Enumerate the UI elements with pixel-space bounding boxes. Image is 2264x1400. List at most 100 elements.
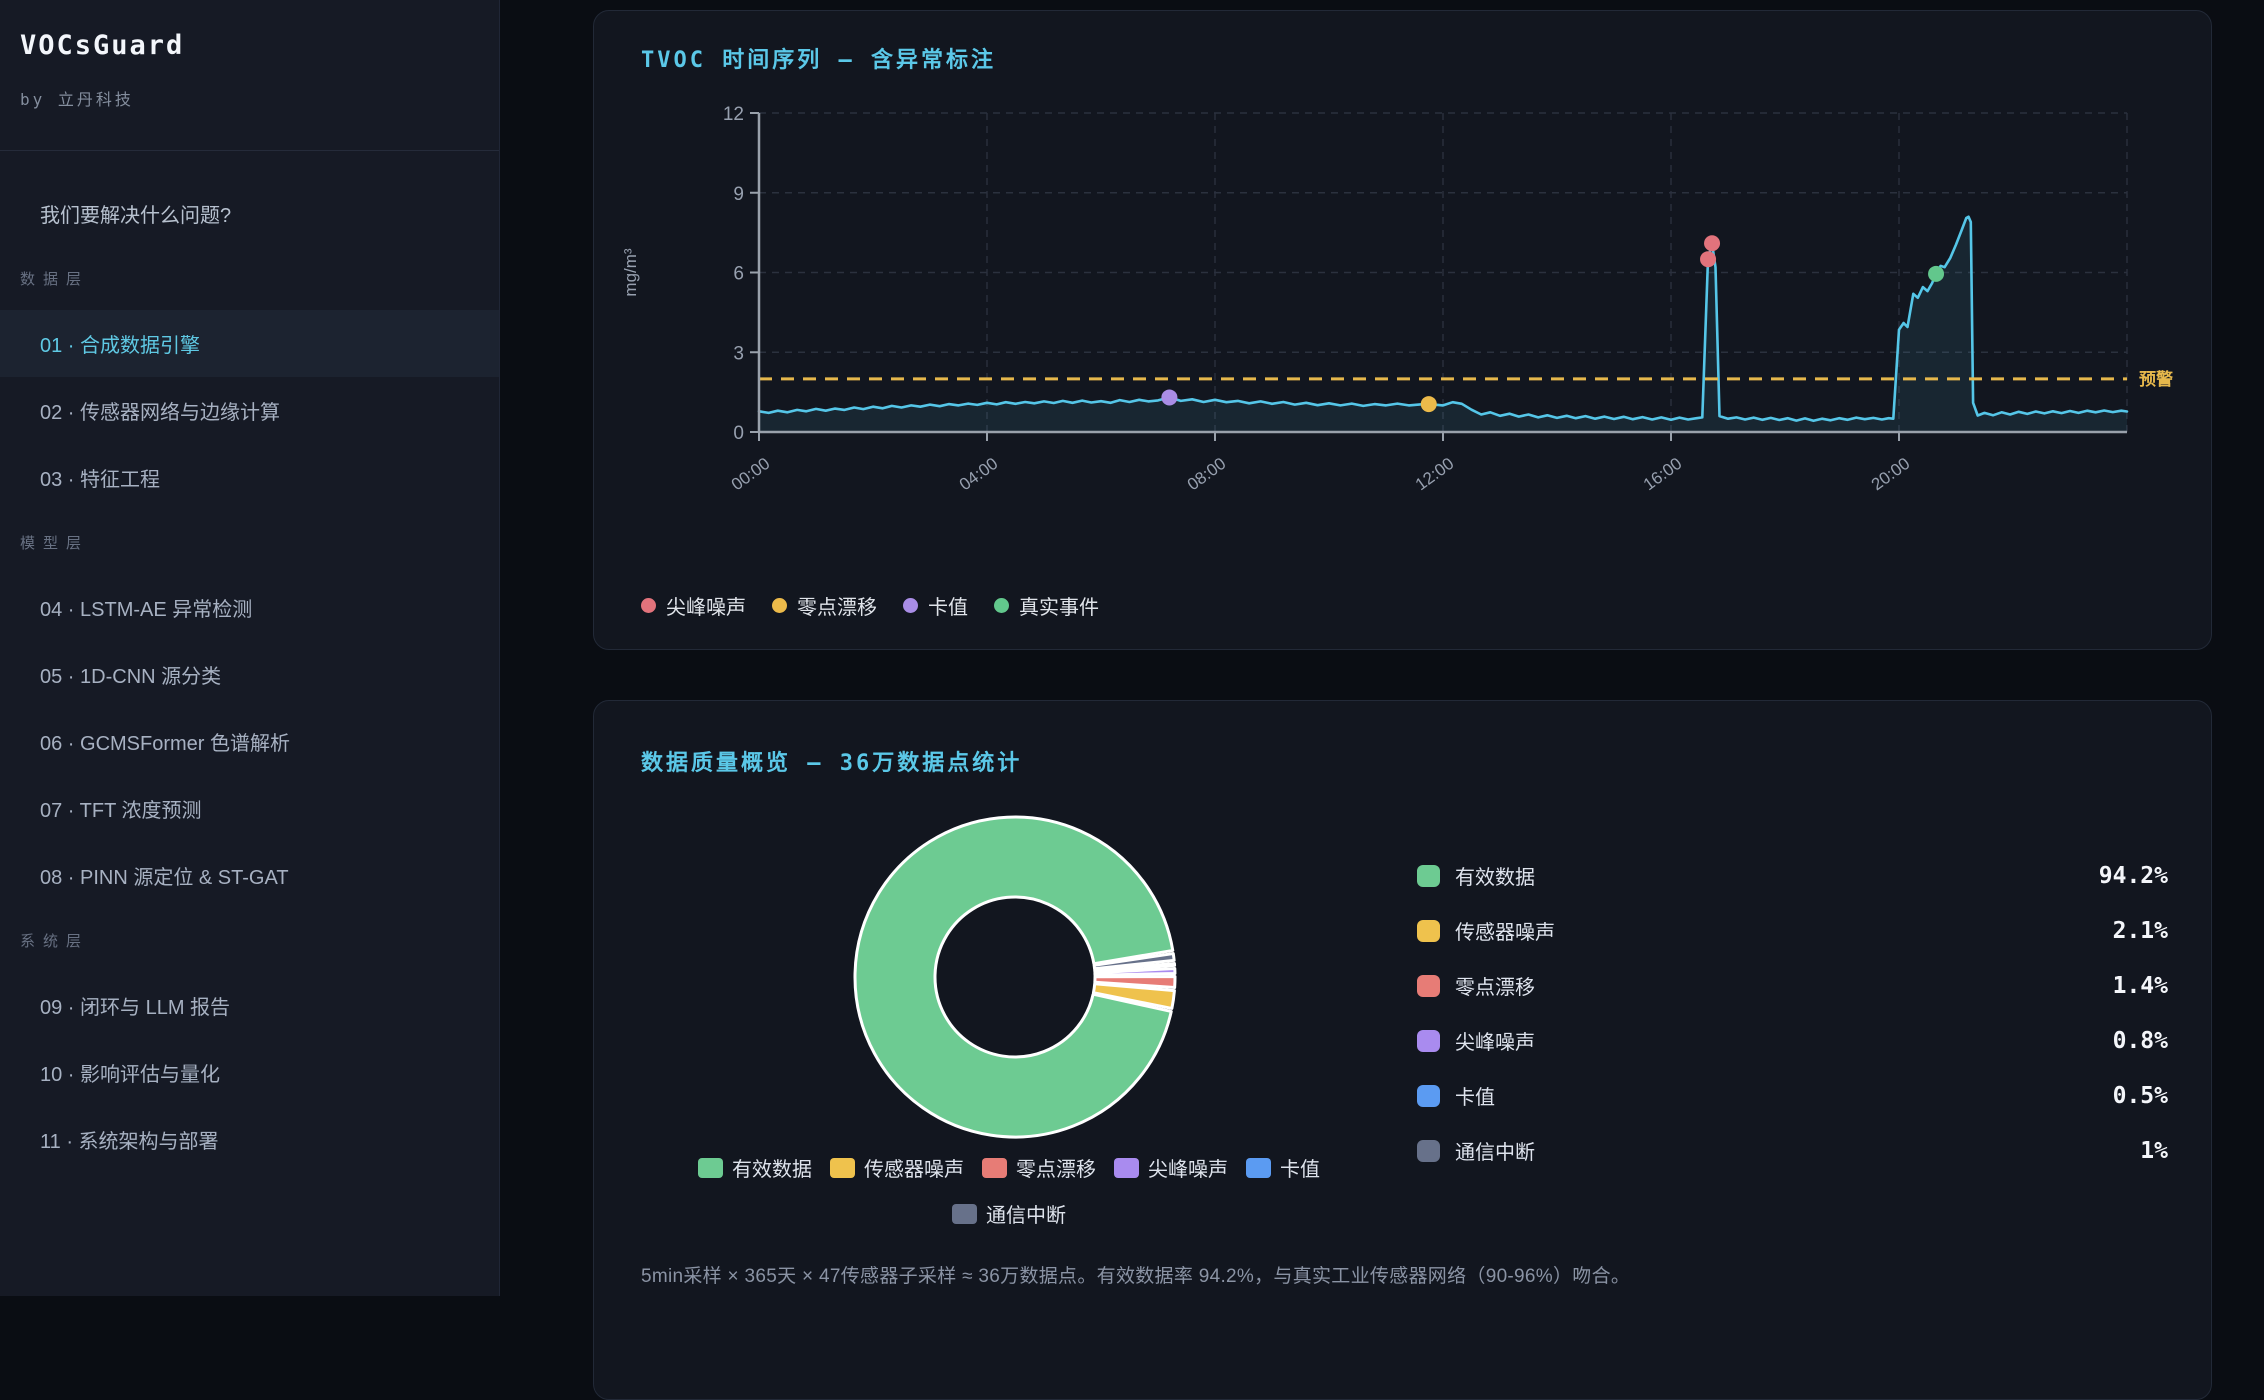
donut-slice-5 <box>1093 961 1177 973</box>
sidebar-item-3-2[interactable]: 10 · 影响评估与量化 <box>40 1064 221 1086</box>
anomaly-markers <box>1161 235 1945 413</box>
sidebar-item-2-3[interactable]: 06 · GCMSFormer 色谱解析 <box>40 733 291 755</box>
sidebar-item-2-1[interactable]: 04 · LSTM-AE 异常检测 <box>40 599 253 621</box>
x-tick-label: 20:00 <box>1868 454 1914 494</box>
app-byline: by 立丹科技 <box>20 90 134 109</box>
x-tick-label: 12:00 <box>1412 454 1458 494</box>
app-title: VOCsGuard <box>20 30 185 61</box>
donut-legend-label: 尖峰噪声 <box>1148 1159 1228 1181</box>
sidebar-item-2-5[interactable]: 08 · PINN 源定位 & ST-GAT <box>40 867 289 889</box>
stat-label: 尖峰噪声 <box>1455 1032 1535 1054</box>
legend-swatch-icon <box>952 1203 977 1224</box>
stat-value: 0.8% <box>2112 1027 2168 1054</box>
stat-row: 零点漂移 1.4% <box>1417 958 2168 1013</box>
sidebar-section-label: 模型层 <box>20 535 90 552</box>
stat-value: 1% <box>2140 1137 2168 1164</box>
sidebar-item-1-2[interactable]: 02 · 传感器网络与边缘计算 <box>40 402 281 424</box>
sidebar-item-2-2[interactable]: 05 · 1D-CNN 源分类 <box>40 666 222 688</box>
legend-swatch-icon <box>1114 1157 1139 1178</box>
donut-legend: 有效数据 传感器噪声 零点漂移 尖峰噪声 卡值通信中断 <box>604 1153 1414 1245</box>
sidebar-section-label: 系统层 <box>20 933 90 950</box>
legend-label: 真实事件 <box>1019 597 1099 619</box>
stat-label: 通信中断 <box>1455 1142 1535 1164</box>
quality-stats: 有效数据 94.2% 传感器噪声 2.1% 零点漂移 1.4% 尖峰噪声 0.8% 卡值 0.5%… <box>1417 848 2168 1178</box>
legend-swatch-icon <box>698 1157 723 1178</box>
y-tick-label: 9 <box>733 184 744 205</box>
timeseries-card-title: TVOC 时间序列 — 含异常标注 <box>641 48 996 73</box>
donut-slice-4 <box>1093 966 1177 977</box>
sidebar-nav: 我们要解决什么问题? 数据层 01 · 合成数据引擎 02 · 传感器网络与边缘计算 0… <box>0 180 499 1173</box>
donut-legend-label: 零点漂移 <box>1016 1159 1096 1181</box>
marker-dot <box>1161 389 1178 406</box>
legend-swatch-icon <box>982 1157 1007 1178</box>
donut-legend-label: 通信中断 <box>986 1205 1066 1227</box>
donut-slice-3 <box>1093 975 1177 990</box>
stat-label: 零点漂移 <box>1455 977 1535 999</box>
y-tick-label: 0 <box>733 423 744 444</box>
y-axis-label: mg/m³ <box>621 248 640 297</box>
stat-swatch-icon <box>1417 1084 1440 1107</box>
x-tick-label: 04:00 <box>956 454 1002 494</box>
stat-swatch-icon <box>1417 1139 1440 1162</box>
quality-card: 数据质量概览 — 36万数据点统计 有效数据 传感器噪声 零点漂移 尖峰噪声 卡值 通信中… <box>593 700 2212 1400</box>
stat-value: 2.1% <box>2112 917 2168 944</box>
sidebar-item-3-1[interactable]: 09 · 闭环与 LLM 报告 <box>40 997 231 1019</box>
donut-legend-label: 有效数据 <box>732 1159 812 1181</box>
legend-label: 尖峰噪声 <box>666 597 746 619</box>
x-tick-label: 00:00 <box>728 454 774 494</box>
donut-legend-label: 卡值 <box>1280 1159 1320 1181</box>
x-tick-label: 16:00 <box>1640 454 1686 494</box>
series-line <box>757 215 2129 423</box>
sidebar: VOCsGuard by 立丹科技 我们要解决什么问题? 数据层 01 · 合成数据… <box>0 0 500 1296</box>
legend-item: 卡值 <box>903 591 968 620</box>
stat-value: 0.5% <box>2112 1082 2168 1109</box>
donut-slice-2 <box>1091 982 1176 1010</box>
stat-row: 传感器噪声 2.1% <box>1417 903 2168 958</box>
tvoc-line-chart: 预警 0 3 6 9 12 00:00 04:00 08:00 12:00 16:00 20:00 mg… <box>621 104 2173 494</box>
y-tick-label: 6 <box>733 264 744 285</box>
y-tick-label: 12 <box>723 104 744 125</box>
stat-swatch-icon <box>1417 974 1440 997</box>
stat-swatch-icon <box>1417 864 1440 887</box>
donut-legend-item: 有效数据 <box>698 1153 812 1182</box>
donut-legend-item: 通信中断 <box>952 1199 1066 1228</box>
stat-value: 1.4% <box>2112 972 2168 999</box>
sidebar-item-3-3[interactable]: 11 · 系统架构与部署 <box>40 1131 219 1153</box>
stat-row: 卡值 0.5% <box>1417 1068 2168 1123</box>
threshold-label: 预警 <box>2139 369 2173 389</box>
stat-value: 94.2% <box>2098 862 2168 889</box>
donut-legend-item: 卡值 <box>1246 1153 1320 1182</box>
x-tick-label: 08:00 <box>1184 454 1230 494</box>
sidebar-divider <box>0 150 499 151</box>
quality-card-title: 数据质量概览 — 36万数据点统计 <box>641 751 1023 776</box>
legend-item: 零点漂移 <box>772 591 877 620</box>
legend-label: 零点漂移 <box>797 597 877 619</box>
sidebar-item-2-4[interactable]: 07 · TFT 浓度预测 <box>40 800 202 822</box>
donut-legend-row: 通信中断 <box>604 1199 1414 1228</box>
legend-swatch-icon <box>830 1157 855 1178</box>
stat-label: 有效数据 <box>1455 867 1535 889</box>
timeseries-legend: 尖峰噪声 零点漂移 卡值 真实事件 <box>641 591 1099 620</box>
stat-swatch-icon <box>1417 1029 1440 1052</box>
legend-dot-icon <box>994 598 1009 613</box>
donut-legend-label: 传感器噪声 <box>864 1159 964 1181</box>
quality-donut-chart <box>853 815 1177 1139</box>
sidebar-section-label: 数据层 <box>20 271 90 288</box>
marker-dot <box>1420 396 1437 413</box>
series-area <box>759 216 2127 432</box>
donut-legend-item: 零点漂移 <box>982 1153 1096 1182</box>
donut-slice-6 <box>1092 951 1176 971</box>
legend-dot-icon <box>903 598 918 613</box>
marker-dot <box>1700 251 1717 268</box>
sidebar-item-intro[interactable]: 我们要解决什么问题? <box>40 205 232 227</box>
sidebar-item-1-1[interactable]: 01 · 合成数据引擎 <box>0 310 499 377</box>
donut-legend-item: 传感器噪声 <box>830 1153 964 1182</box>
sidebar-item-1-3[interactable]: 03 · 特征工程 <box>40 469 161 491</box>
stat-row: 尖峰噪声 0.8% <box>1417 1013 2168 1068</box>
legend-item: 尖峰噪声 <box>641 591 746 620</box>
donut-slice-1 <box>853 815 1175 1139</box>
stat-row: 通信中断 1% <box>1417 1123 2168 1178</box>
stat-label: 传感器噪声 <box>1455 922 1555 944</box>
legend-label: 卡值 <box>928 597 968 619</box>
quality-caption: 5min采样 × 365天 × 47传感器子采样 ≈ 36万数据点。有效数据率 … <box>641 1266 1631 1287</box>
